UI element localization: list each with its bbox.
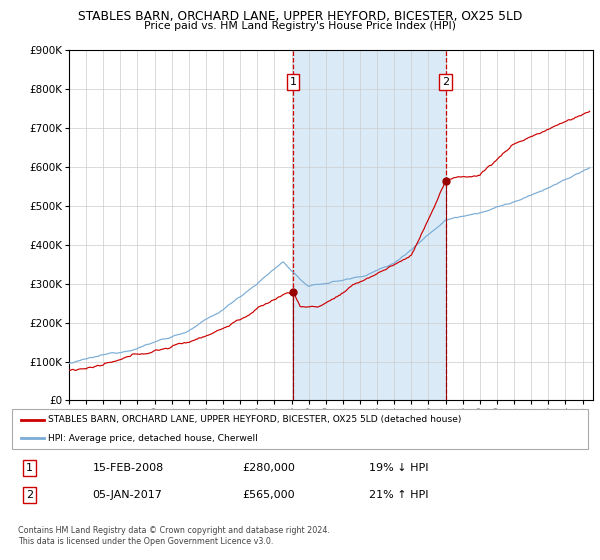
Text: 15-FEB-2008: 15-FEB-2008 — [92, 463, 164, 473]
Text: 19% ↓ HPI: 19% ↓ HPI — [369, 463, 428, 473]
FancyBboxPatch shape — [12, 409, 588, 449]
Text: Price paid vs. HM Land Registry's House Price Index (HPI): Price paid vs. HM Land Registry's House … — [144, 21, 456, 31]
Text: 1: 1 — [26, 463, 33, 473]
Text: £280,000: £280,000 — [242, 463, 295, 473]
Text: 1: 1 — [289, 77, 296, 87]
Text: STABLES BARN, ORCHARD LANE, UPPER HEYFORD, BICESTER, OX25 5LD: STABLES BARN, ORCHARD LANE, UPPER HEYFOR… — [78, 10, 522, 22]
Text: £565,000: £565,000 — [242, 490, 295, 500]
Text: 21% ↑ HPI: 21% ↑ HPI — [369, 490, 428, 500]
Text: This data is licensed under the Open Government Licence v3.0.: This data is licensed under the Open Gov… — [18, 538, 274, 547]
Text: 2: 2 — [26, 490, 33, 500]
Bar — [293, 50, 446, 400]
Text: Contains HM Land Registry data © Crown copyright and database right 2024.: Contains HM Land Registry data © Crown c… — [18, 526, 330, 535]
Text: STABLES BARN, ORCHARD LANE, UPPER HEYFORD, BICESTER, OX25 5LD (detached house): STABLES BARN, ORCHARD LANE, UPPER HEYFOR… — [48, 415, 461, 424]
Text: HPI: Average price, detached house, Cherwell: HPI: Average price, detached house, Cher… — [48, 434, 258, 443]
Text: 05-JAN-2017: 05-JAN-2017 — [92, 490, 163, 500]
Text: 2: 2 — [442, 77, 449, 87]
